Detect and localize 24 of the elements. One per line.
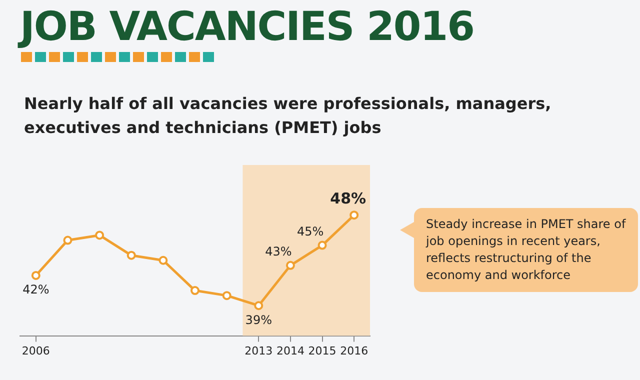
- chart-title: JOB VACANCIES 2016: [20, 4, 474, 50]
- text: Steady increase in PMET share of job openings in recent years, reflects restructuring of the economy and workforce: [426, 217, 626, 282]
- data-label: 42%: [22, 282, 50, 297]
- x-tick-label: 2006: [22, 344, 50, 358]
- point: [190, 286, 200, 296]
- point: [254, 301, 264, 310]
- x-tick-label: 2014: [276, 344, 304, 358]
- point: [126, 250, 136, 260]
- point: [286, 260, 295, 270]
- point: [31, 270, 40, 280]
- data-label: 43%: [265, 244, 292, 259]
- data-label: 45%: [296, 224, 324, 238]
- x-tick-label: 2013: [244, 344, 273, 358]
- point: [318, 240, 327, 250]
- data-label: 48%: [330, 190, 366, 208]
- point: [350, 210, 359, 220]
- point: [222, 291, 232, 300]
- point: [158, 256, 168, 265]
- x-tick-label: 2015: [308, 344, 336, 358]
- point: [95, 230, 104, 240]
- x-tick-label: 2016: [340, 344, 368, 358]
- data-label: 39%: [245, 312, 272, 327]
- point: [63, 236, 72, 245]
- chart-subtitle: Nearly half of all vacancies were professionals, managers, executives and technicians (PMET) jobs: [24, 93, 552, 139]
